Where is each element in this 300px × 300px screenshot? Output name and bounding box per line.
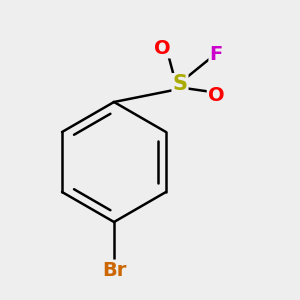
Text: F: F (209, 44, 223, 64)
Text: O: O (208, 86, 224, 106)
Text: S: S (172, 74, 188, 94)
Text: Br: Br (102, 260, 126, 280)
Text: O: O (154, 38, 170, 58)
